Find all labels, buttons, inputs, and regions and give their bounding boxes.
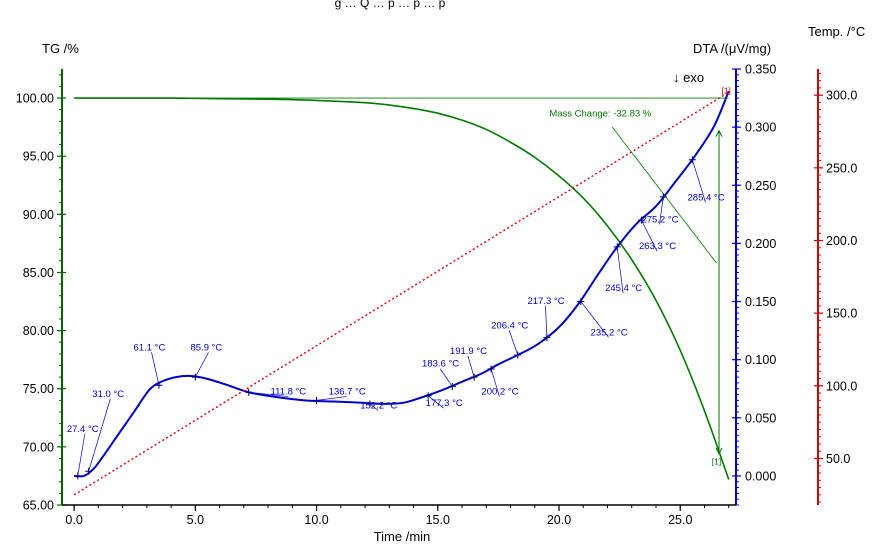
tg-tick-label-5: 90.00 — [23, 208, 54, 222]
peak-leader-2 — [151, 352, 160, 386]
peak-label-8: 183.6 °C — [422, 359, 459, 370]
peak-label-9: 191.9 °C — [450, 346, 487, 357]
dta-tick-label-3: 0.150 — [745, 295, 776, 309]
peak-label-6: 152.2 °C — [360, 400, 397, 411]
peak-leader-9 — [467, 355, 475, 378]
x-tick-label-4: 20.0 — [547, 513, 571, 527]
tg-tick-label-4: 85.00 — [23, 266, 54, 280]
dta-tick-label-5: 0.250 — [745, 179, 776, 193]
peak-leader-5 — [316, 396, 347, 401]
peak-leader-4 — [248, 391, 289, 397]
temp-tick-label-4: 250.0 — [826, 161, 857, 175]
peak-label-14: 245.4 °C — [605, 283, 642, 294]
temp-tick-label-5: 300.0 — [826, 89, 857, 103]
tg-tick-label-6: 95.00 — [23, 150, 54, 164]
axes-layer: 65.00 70.00 75.00 80.00 85.00 90.00 95.00 100.0… — [16, 63, 858, 528]
series-tg-line — [74, 97, 730, 480]
temp-axis-label: Temp. /°C — [808, 24, 865, 39]
chart-title-fragment: g … Q … p … p … p — [335, 0, 446, 10]
peak-marker-1 — [85, 467, 93, 475]
peak-label-2: 61.1 °C — [134, 342, 166, 353]
peak-leader-10 — [490, 368, 500, 397]
peak-label-15: 263.3 °C — [639, 241, 676, 252]
mass-step-arrow-head-bottom — [715, 447, 723, 455]
x-tick-label-2: 10.0 — [304, 513, 328, 527]
peak-leader-11 — [508, 330, 519, 356]
dta-tick-label-6: 0.300 — [745, 121, 776, 135]
dta-tick-label-7: 0.350 — [745, 63, 776, 77]
peak-leader-12 — [545, 305, 548, 338]
peak-label-16: 275.2 °C — [641, 214, 678, 225]
peak-leader-6 — [369, 403, 379, 411]
series-dta-line — [74, 90, 730, 478]
peak-label-5: 136.7 °C — [329, 387, 366, 398]
marker-top-label: [1] — [721, 85, 730, 95]
peak-leader-3 — [195, 352, 209, 378]
tg-tick-label-1: 70.00 — [23, 440, 54, 454]
tg-tick-label-7: 100.00 — [16, 92, 54, 106]
peak-marker-11 — [514, 351, 522, 359]
dta-tick-label-0: 0.000 — [745, 469, 776, 483]
peak-marker-3 — [191, 373, 199, 381]
peak-label-10: 200.2 °C — [481, 387, 518, 398]
peak-label-1: 31.0 °C — [92, 389, 124, 400]
x-axis-label: Time /min — [374, 529, 431, 544]
dta-tick-label-1: 0.050 — [745, 411, 776, 425]
marker-bottom-label: [1] — [712, 456, 721, 466]
dta-tick-label-2: 0.100 — [745, 353, 776, 367]
mass-step-arrow-head-top — [715, 129, 723, 137]
peak-marker-6 — [366, 400, 374, 408]
x-tick-label-1: 5.0 — [187, 513, 204, 527]
temp-tick-label-3: 200.0 — [826, 234, 857, 248]
peak-leader-8 — [439, 368, 453, 387]
peak-leader-7 — [427, 395, 444, 409]
peak-label-layer: 27.4 °C 31.0 °C 61.1 °C 85.9 °C 111.8 °C 136.… — [67, 156, 725, 480]
dta-axis-label: DTA /(μV/mg) — [693, 41, 771, 56]
series-layer — [73, 90, 730, 496]
tg-axis-label: TG /% — [42, 41, 79, 56]
exo-marker: ↓ exo — [673, 70, 704, 85]
peak-leader-17 — [692, 159, 706, 203]
annotation-layer: Mass Change: -32.83 % [1] [1] — [74, 85, 731, 466]
peak-label-13: 235.2 °C — [591, 327, 628, 338]
mass-change-label: Mass Change: -32.83 % — [549, 109, 651, 120]
tg-tick-label-0: 65.00 — [23, 499, 54, 513]
peak-label-11: 206.4 °C — [491, 320, 528, 331]
peak-leader-16 — [659, 196, 664, 225]
peak-marker-10 — [487, 365, 495, 373]
peak-label-3: 85.9 °C — [190, 342, 222, 353]
peak-label-12: 217.3 °C — [527, 296, 564, 307]
peak-leader-0 — [77, 433, 86, 476]
temp-tick-label-0: 50.0 — [826, 452, 850, 466]
mass-change-leader-line — [612, 126, 717, 264]
x-tick-label-5: 25.0 — [668, 513, 692, 527]
peak-label-7: 177.3 °C — [426, 398, 463, 409]
peak-label-17: 285.4 °C — [688, 192, 725, 203]
peak-leader-13 — [580, 301, 609, 338]
x-tick-label-3: 15.0 — [426, 513, 450, 527]
peak-marker-9 — [470, 373, 478, 381]
series-temp-line — [73, 91, 730, 496]
peak-label-0: 27.4 °C — [67, 424, 99, 435]
peak-label-4: 111.8 °C — [271, 387, 307, 398]
peak-leader-1 — [88, 398, 111, 472]
dta-tick-label-4: 0.200 — [745, 237, 776, 251]
peak-leader-14 — [616, 246, 624, 294]
peak-leader-15 — [641, 219, 658, 252]
tg-tick-label-2: 75.00 — [23, 382, 54, 396]
temp-tick-label-1: 100.0 — [826, 379, 857, 393]
temp-tick-label-2: 150.0 — [826, 307, 857, 321]
x-tick-label-0: 0.0 — [65, 513, 82, 527]
tg-tick-label-3: 80.00 — [23, 324, 54, 338]
